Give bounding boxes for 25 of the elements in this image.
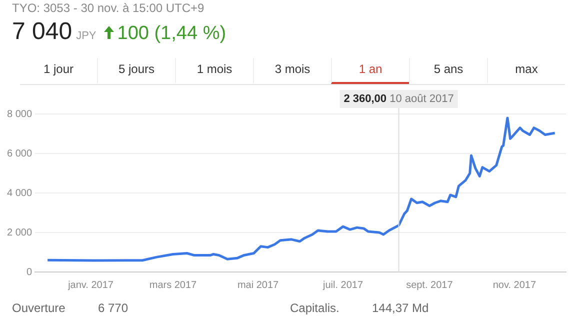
x-tick-label: nov. 2017	[492, 280, 536, 291]
text: 3 mois	[253, 58, 331, 84]
text: 1 mois	[175, 58, 253, 84]
text: 144,37 Md	[372, 301, 429, 315]
y-tick-label: 4 000	[6, 188, 32, 199]
text: 5 jours	[97, 58, 175, 84]
chart-title: TYO: 3053 - 30 nov. à 15:00 UTC+9	[12, 1, 204, 15]
y-tick-label: 2 000	[6, 227, 32, 238]
text: 5 ans	[409, 58, 487, 84]
x-tick-label: mai 2017	[237, 280, 280, 291]
x-tick-label: janv. 2017	[67, 280, 114, 291]
y-tick-label: 0	[26, 266, 32, 278]
text: 7 040 JPY 100 (1,44 %)	[12, 18, 226, 45]
text: 1 jour	[42, 61, 75, 78]
text: Ouverture	[12, 301, 66, 315]
text: Capitalis.	[290, 301, 340, 315]
text: 6 770	[98, 301, 128, 315]
x-tick-label: sept. 2017	[406, 280, 454, 291]
text: 1 an	[331, 58, 409, 84]
x-tick-label: mars 2017	[149, 280, 198, 291]
text: max	[487, 58, 565, 84]
x-tick-label: juil. 2017	[322, 280, 364, 291]
y-tick-label: 6 000	[6, 148, 32, 160]
y-tick-label: 8 000	[6, 108, 32, 120]
ref-line-label: 2 360,00 10 août 2017	[344, 93, 454, 106]
